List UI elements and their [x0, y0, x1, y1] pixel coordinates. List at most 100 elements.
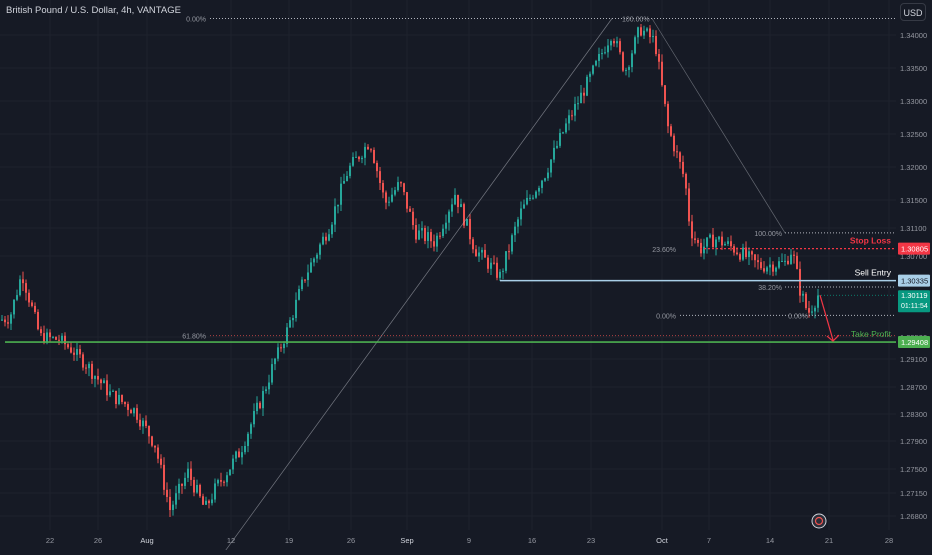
candle-body [640, 27, 642, 36]
candle-body [730, 241, 732, 247]
candle-body [493, 262, 495, 264]
time-tick-label: 23 [587, 536, 595, 545]
candle-body [292, 318, 294, 321]
replay-icon-ring [811, 513, 827, 529]
candle-body [343, 181, 345, 184]
fib-level-label: 100.00% [622, 17, 650, 24]
candle-body [529, 197, 531, 199]
candle-body [547, 172, 549, 179]
candle-body [40, 329, 42, 334]
candle-body [202, 496, 204, 505]
candle-body [373, 149, 375, 163]
candle-body [319, 244, 321, 255]
candle-body [802, 293, 804, 296]
candle-body [358, 156, 360, 160]
candle-body [520, 208, 522, 220]
candle-body [247, 433, 249, 447]
candle-body [532, 197, 534, 199]
sell-entry-price: 1.30335 [901, 277, 928, 286]
time-tick-label: 28 [885, 536, 893, 545]
candle-body [301, 279, 303, 290]
candle-body [103, 380, 105, 384]
time-tick-label: Oct [656, 536, 669, 545]
candle-body [55, 336, 57, 340]
candle-body [70, 347, 72, 353]
price-tick-label: 1.27150 [900, 489, 927, 498]
candle-body [25, 283, 27, 293]
candle-body [685, 173, 687, 189]
candle-body [631, 53, 633, 68]
fib-trend-line [221, 18, 613, 555]
take-profit-label: Take Profit [851, 329, 892, 339]
candle-body [262, 391, 264, 409]
sell-entry-badge [898, 274, 930, 287]
time-tick-label: 22 [46, 536, 54, 545]
candle-body [613, 41, 615, 44]
candle-body [598, 53, 600, 61]
candle-body [718, 236, 720, 240]
candle-body [646, 28, 648, 31]
candle-body [280, 347, 282, 349]
take-profit-price: 1.29408 [901, 338, 928, 347]
candle-body [385, 192, 387, 203]
candle-body [511, 235, 513, 252]
candle-body [448, 211, 450, 223]
candle-body [34, 305, 36, 312]
candle-body [271, 364, 273, 383]
candle-body [283, 343, 285, 349]
candle-body [73, 352, 75, 355]
candle-body [469, 218, 471, 240]
candle-body [436, 235, 438, 247]
candle-body [49, 332, 51, 338]
candle-body [394, 190, 396, 195]
candle-body [460, 204, 462, 208]
candle-countdown: 01:11:54 [901, 303, 928, 310]
take-profit-badge [898, 336, 930, 349]
candle-body [754, 254, 756, 261]
candle-body [619, 41, 621, 53]
candle-body [310, 262, 312, 273]
candle-body [736, 252, 738, 255]
candle-body [244, 446, 246, 453]
candle-body [559, 132, 561, 146]
candle-body [451, 204, 453, 212]
candle-body [463, 204, 465, 226]
fib-level-label: 61.80% [182, 334, 206, 341]
currency-button[interactable]: USD [900, 3, 926, 21]
candle-body [295, 299, 297, 319]
candle-body [187, 468, 189, 478]
price-tick-label: 1.27500 [900, 465, 927, 474]
candle-body [211, 499, 213, 504]
candle-body [199, 484, 201, 497]
candle-body [274, 358, 276, 365]
candle-body [178, 483, 180, 494]
candle-body [556, 145, 558, 148]
price-tick-label: 1.32500 [900, 130, 927, 139]
candle-body [406, 192, 408, 209]
candle-body [82, 354, 84, 368]
candle-body [403, 183, 405, 193]
candle-body [391, 194, 393, 202]
candle-body [763, 268, 765, 272]
price-tick-label: 1.33500 [900, 64, 927, 73]
candle-body [346, 175, 348, 182]
symbol-title: British Pound / U.S. Dollar, 4h, VANTAGE [6, 5, 181, 16]
candle-body [430, 232, 432, 242]
candle-body [238, 451, 240, 458]
candle-body [289, 320, 291, 328]
candle-body [739, 254, 741, 260]
candle-body [181, 483, 183, 486]
candle-body [61, 335, 63, 341]
candle-body [817, 295, 819, 308]
candle-body [136, 408, 138, 420]
candle-body [634, 37, 636, 54]
candle-body [376, 162, 378, 172]
candle-body [253, 411, 255, 425]
candle-body [562, 132, 564, 134]
candle-body [421, 227, 423, 231]
candle-body [64, 335, 66, 345]
candle-body [571, 115, 573, 117]
candle-body [523, 204, 525, 209]
